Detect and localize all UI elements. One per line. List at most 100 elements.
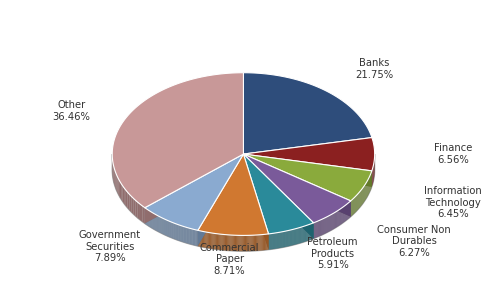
Polygon shape [166, 220, 168, 236]
Polygon shape [204, 232, 206, 248]
Polygon shape [198, 154, 268, 235]
Text: Information
Technology
6.45%: Information Technology 6.45% [424, 186, 482, 219]
Polygon shape [150, 212, 151, 227]
Polygon shape [311, 224, 312, 240]
Polygon shape [268, 234, 269, 250]
Polygon shape [272, 233, 274, 249]
Polygon shape [292, 229, 294, 245]
Polygon shape [175, 223, 176, 240]
Polygon shape [112, 154, 374, 251]
Polygon shape [244, 137, 374, 171]
Polygon shape [286, 231, 287, 247]
Polygon shape [321, 219, 322, 235]
Polygon shape [242, 235, 243, 251]
Polygon shape [194, 230, 195, 245]
Polygon shape [301, 227, 302, 243]
Polygon shape [211, 233, 212, 249]
Polygon shape [155, 214, 156, 230]
Polygon shape [265, 234, 266, 250]
Polygon shape [190, 228, 191, 244]
Polygon shape [145, 154, 244, 223]
Polygon shape [142, 206, 145, 223]
Polygon shape [318, 221, 319, 237]
Polygon shape [244, 154, 350, 217]
Polygon shape [208, 232, 209, 248]
Polygon shape [305, 226, 306, 242]
Polygon shape [186, 227, 187, 243]
Polygon shape [140, 204, 142, 222]
Polygon shape [114, 168, 115, 186]
Polygon shape [234, 235, 235, 251]
Polygon shape [121, 183, 122, 201]
Polygon shape [271, 234, 272, 249]
Polygon shape [269, 234, 270, 250]
Polygon shape [220, 234, 222, 250]
Polygon shape [198, 154, 244, 246]
Polygon shape [244, 154, 314, 239]
Polygon shape [218, 234, 219, 250]
Polygon shape [264, 234, 265, 250]
Polygon shape [262, 235, 263, 250]
Polygon shape [244, 154, 268, 250]
Polygon shape [257, 235, 258, 251]
Polygon shape [277, 233, 278, 248]
Polygon shape [116, 175, 117, 193]
Polygon shape [255, 235, 256, 251]
Polygon shape [219, 234, 220, 250]
Polygon shape [244, 154, 350, 217]
Polygon shape [126, 190, 128, 208]
Polygon shape [138, 202, 140, 220]
Text: Petroleum
Products
5.91%: Petroleum Products 5.91% [308, 237, 358, 271]
Polygon shape [248, 235, 250, 251]
Polygon shape [182, 226, 183, 242]
Polygon shape [315, 222, 316, 238]
Polygon shape [147, 209, 148, 225]
Polygon shape [232, 235, 233, 251]
Polygon shape [203, 232, 204, 248]
Polygon shape [284, 231, 285, 247]
Polygon shape [244, 154, 314, 239]
Polygon shape [176, 224, 177, 240]
Polygon shape [159, 216, 160, 232]
Polygon shape [164, 219, 166, 235]
Polygon shape [198, 154, 244, 246]
Polygon shape [152, 212, 153, 229]
Polygon shape [212, 233, 214, 249]
Polygon shape [276, 233, 277, 249]
Polygon shape [291, 230, 292, 246]
Polygon shape [179, 225, 180, 241]
Polygon shape [250, 235, 252, 251]
Polygon shape [244, 73, 372, 154]
Polygon shape [247, 235, 248, 251]
Polygon shape [278, 232, 280, 248]
Polygon shape [246, 235, 247, 251]
Polygon shape [298, 228, 299, 244]
Text: Other
36.46%: Other 36.46% [52, 100, 90, 122]
Polygon shape [290, 230, 291, 246]
Polygon shape [151, 212, 152, 228]
Polygon shape [225, 235, 226, 250]
Polygon shape [180, 225, 182, 242]
Polygon shape [244, 154, 314, 234]
Polygon shape [184, 227, 185, 243]
Polygon shape [227, 235, 228, 250]
Polygon shape [185, 227, 186, 243]
Polygon shape [238, 235, 240, 251]
Polygon shape [230, 235, 232, 251]
Text: Consumer Non
Durables
6.27%: Consumer Non Durables 6.27% [378, 225, 451, 258]
Polygon shape [299, 228, 300, 244]
Polygon shape [316, 222, 317, 237]
Polygon shape [327, 217, 328, 233]
Polygon shape [112, 73, 244, 208]
Polygon shape [217, 234, 218, 250]
Polygon shape [244, 235, 245, 251]
Polygon shape [115, 170, 116, 188]
Polygon shape [172, 222, 173, 238]
Polygon shape [193, 229, 194, 245]
Polygon shape [288, 230, 290, 246]
Polygon shape [161, 217, 162, 233]
Polygon shape [200, 231, 202, 247]
Polygon shape [228, 235, 230, 251]
Polygon shape [196, 230, 197, 246]
Polygon shape [302, 227, 303, 242]
